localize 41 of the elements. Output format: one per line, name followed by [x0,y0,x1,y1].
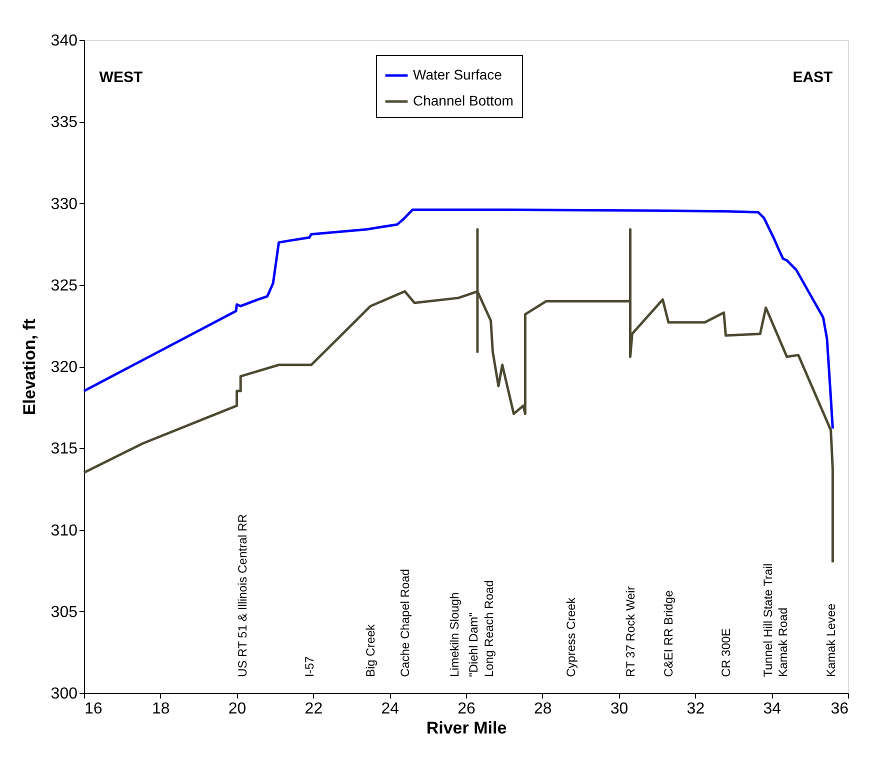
annotation: Long Reach Road [482,580,496,677]
y-tick-label: 320 [50,359,78,376]
y-tick-label: 310 [50,522,78,540]
annotation: Limekiln Slough [448,592,462,677]
y-tick-label: 340 [50,32,78,50]
annotation: RT 37 Rock Weir [623,586,638,677]
y-tick-label: 315 [50,440,78,458]
annotation: EAST [792,69,833,86]
annotation: Big Creek [364,623,378,677]
y-tick-label: 300 [50,686,78,702]
y-tick-label: 325 [50,277,78,294]
x-tick-label: 20 [228,700,246,718]
line-series [82,208,834,430]
legend-label: Channel Bottom [413,92,514,108]
x-tick-label: 16 [84,700,102,718]
x-tick-label: 26 [458,700,476,718]
y-axis-title: Elevation, ft [20,318,39,416]
annotation: WEST [99,69,143,86]
annotation: Cache Chapel Road [398,568,412,677]
annotation: Cypress Creek [564,596,578,677]
legend-label: Water Surface [413,66,502,82]
annotation: Kamak Road [776,608,790,677]
x-tick-label: 24 [381,700,400,718]
annotation: US RT 51 & Illinois Central RR [236,514,250,677]
x-axis-title: River Mile [426,718,507,738]
y-tick-label: 335 [50,114,78,132]
annotation: Kamak Levee [824,603,838,677]
y-tick-label: 330 [50,196,78,213]
x-tick-label: 22 [304,700,323,718]
x-tick-label: 34 [763,700,782,718]
annotation: CR 300E [718,628,733,677]
annotation: I-57 [302,656,316,677]
annotation: C&EI RR Bridge [661,590,676,677]
x-tick-label: 30 [610,700,628,718]
x-tick-label: 18 [152,700,170,718]
x-tick-label: 32 [686,700,705,718]
annotation: "Diehl Dam" [466,612,481,677]
y-tick-label: 305 [50,604,78,621]
x-tick-label: 28 [534,700,552,718]
x-tick-label: 36 [830,700,849,718]
annotation: Tunnel Hill State Trail [760,563,775,677]
